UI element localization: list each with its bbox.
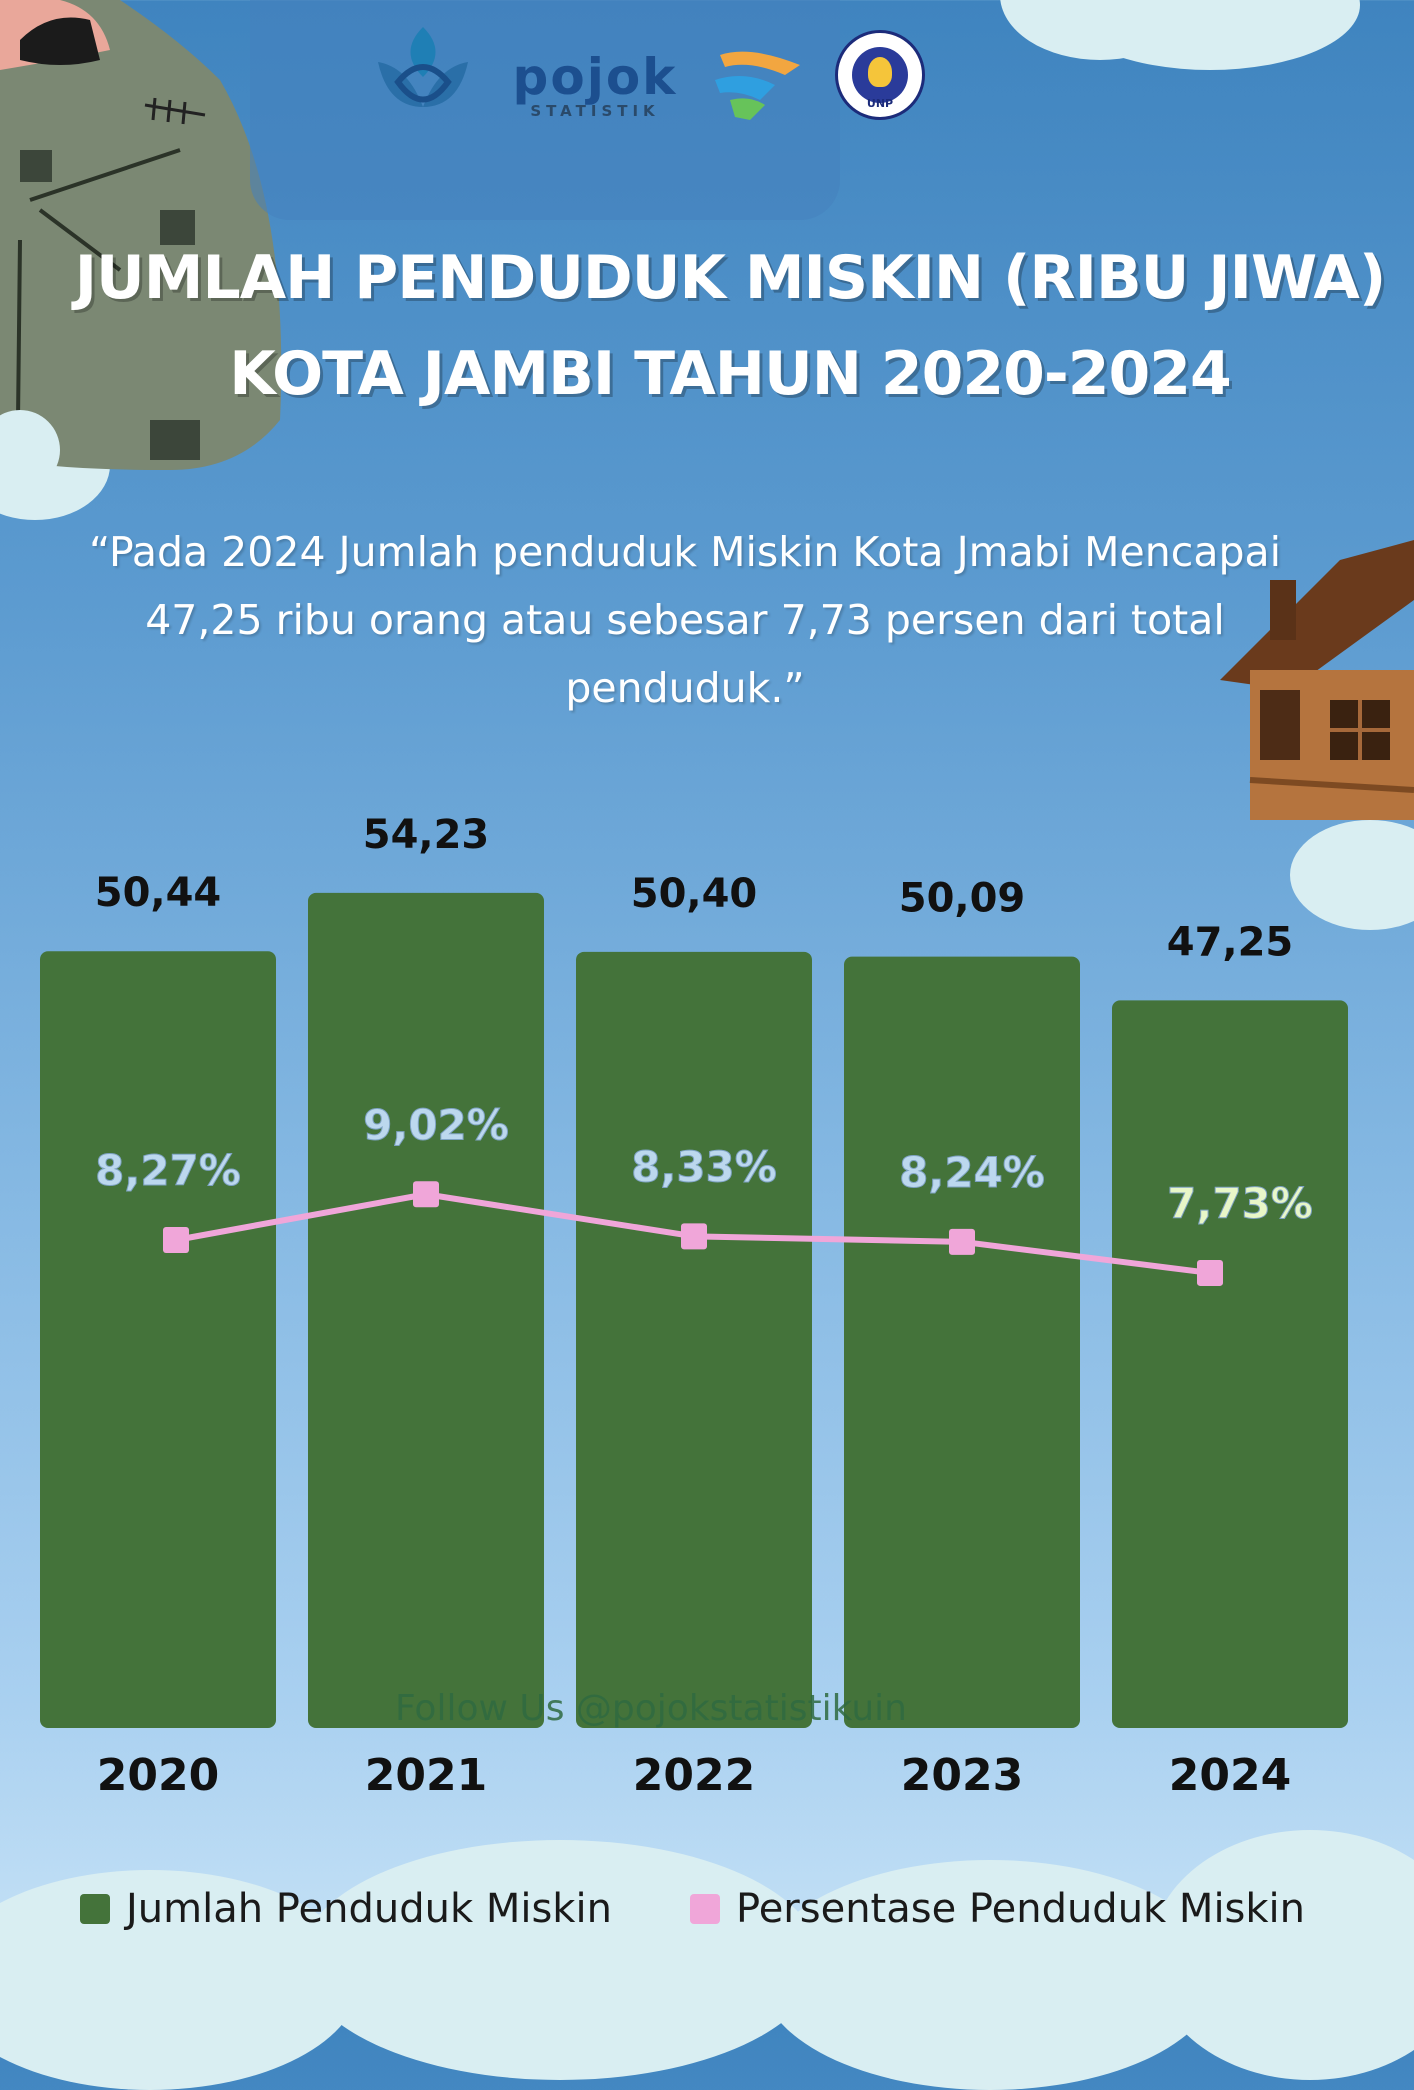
percent-point-2024 bbox=[1197, 1259, 1223, 1286]
percent-point-2020 bbox=[163, 1227, 189, 1253]
title-line-2: KOTA JAMBI TAHUN 2020-2024 bbox=[229, 339, 1231, 409]
unp-logo-text: UNP bbox=[866, 97, 894, 110]
unp-logo-emblem bbox=[868, 57, 892, 87]
x-tick-label-2024: 2024 bbox=[1169, 1750, 1291, 1801]
percent-point-2023 bbox=[949, 1228, 975, 1255]
bar-value-label-2022: 50,40 bbox=[631, 871, 758, 917]
cloud-bottom-4 bbox=[1150, 1830, 1414, 2080]
quote-line-3: penduduk.” bbox=[565, 664, 805, 712]
old-house-illustration bbox=[1220, 540, 1414, 820]
pojok-statistik-logo: pojok STATISTIK bbox=[510, 52, 680, 120]
x-tick-label-2021: 2021 bbox=[365, 1750, 487, 1801]
legend-label-jumlah: Jumlah Penduduk Miskin bbox=[126, 1886, 612, 1932]
uin-logo-icon bbox=[378, 27, 468, 107]
percent-point-2021 bbox=[413, 1181, 439, 1208]
patched-trousers-illustration bbox=[0, 0, 282, 480]
percent-label-2020: 8,27% bbox=[95, 1146, 241, 1195]
page-title: JUMLAH PENDUDUK MISKIN (RIBU JIWA) KOTA … bbox=[60, 230, 1400, 422]
title-line-1: JUMLAH PENDUDUK MISKIN (RIBU JIWA) bbox=[74, 243, 1387, 313]
unp-logo-inner bbox=[852, 47, 908, 103]
bar-2020 bbox=[40, 951, 276, 1728]
bar-value-label-2023: 50,09 bbox=[899, 876, 1026, 922]
bar-value-label-2024: 47,25 bbox=[1167, 919, 1294, 965]
legend-item-persentase: Persentase Penduduk Miskin bbox=[690, 1886, 1305, 1932]
x-tick-label-2022: 2022 bbox=[633, 1750, 755, 1801]
percent-label-2024: 7,73% bbox=[1167, 1179, 1313, 1228]
percent-label-2022: 8,33% bbox=[631, 1142, 777, 1191]
bps-logo-icon bbox=[715, 51, 800, 120]
cloud-right-mid bbox=[1290, 820, 1414, 930]
quote-line-2: 47,25 ribu orang atau sebesar 7,73 perse… bbox=[145, 596, 1225, 644]
statistik-logo-text: STATISTIK bbox=[530, 102, 660, 120]
poverty-chart: 50,44 54,23 50,40 50,09 47,25 8,27% 9,02% 8,33%… bbox=[40, 812, 1348, 1801]
x-tick-label-2023: 2023 bbox=[901, 1750, 1023, 1801]
percent-point-2022 bbox=[681, 1223, 707, 1250]
pojok-logo-text: pojok bbox=[512, 48, 678, 106]
percent-label-2023: 8,24% bbox=[899, 1148, 1045, 1197]
logo-bar: pojok STATISTIK UNP bbox=[250, 0, 925, 220]
follow-us-note: Follow Us @pojokstatistikuin bbox=[395, 1688, 907, 1729]
bar-value-label-2021: 54,23 bbox=[363, 812, 490, 858]
quote-line-1: “Pada 2024 Jumlah penduduk Miskin Kota J… bbox=[89, 528, 1281, 576]
unp-logo: UNP bbox=[835, 30, 925, 120]
percent-label-2021: 9,02% bbox=[363, 1100, 509, 1149]
bar-value-label-2020: 50,44 bbox=[95, 870, 222, 916]
legend-swatch-jumlah bbox=[80, 1894, 110, 1924]
legend-swatch-persentase bbox=[690, 1894, 720, 1924]
chart-legend: Jumlah Penduduk Miskin Persentase Pendud… bbox=[80, 1886, 1380, 1946]
bar-2023 bbox=[844, 956, 1080, 1728]
bar-2024 bbox=[1112, 1000, 1348, 1728]
legend-label-persentase: Persentase Penduduk Miskin bbox=[736, 1886, 1306, 1932]
summary-quote: “Pada 2024 Jumlah penduduk Miskin Kota J… bbox=[0, 518, 1370, 722]
legend-item-jumlah: Jumlah Penduduk Miskin bbox=[80, 1886, 612, 1932]
cloud-bottom-2 bbox=[300, 1840, 820, 2080]
bar-2022 bbox=[576, 951, 812, 1728]
bar-2021 bbox=[308, 892, 544, 1728]
x-tick-label-2020: 2020 bbox=[97, 1750, 219, 1801]
